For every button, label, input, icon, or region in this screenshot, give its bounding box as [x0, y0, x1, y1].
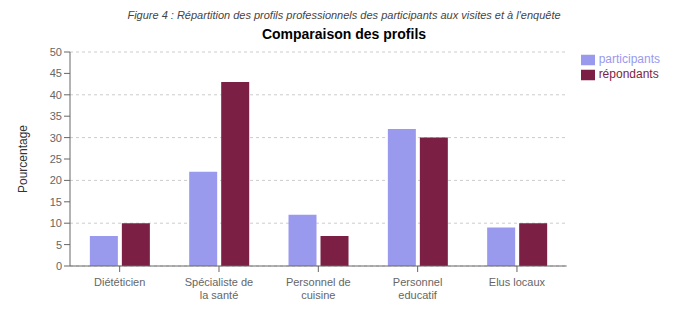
- svg-text:0: 0: [56, 260, 62, 272]
- svg-text:40: 40: [50, 89, 62, 101]
- svg-text:25: 25: [50, 153, 62, 165]
- svg-text:50: 50: [50, 46, 62, 58]
- svg-text:Pourcentage: Pourcentage: [16, 125, 30, 193]
- svg-text:Spécialiste dela santé: Spécialiste dela santé: [185, 276, 254, 301]
- svg-text:15: 15: [50, 196, 62, 208]
- svg-text:10: 10: [50, 217, 62, 229]
- html-text:Comparaison des profils: Comparaison des profils: [261, 26, 427, 42]
- html-text:participants: participants: [598, 52, 660, 66]
- html-text:répondants: répondants: [598, 66, 659, 81]
- svg-text:30: 30: [50, 132, 62, 144]
- svg-text:Personneleducatif: Personneleducatif: [393, 276, 443, 301]
- svg-text:5: 5: [56, 239, 62, 251]
- svg-text:35: 35: [50, 110, 62, 122]
- svg-text:Diététicien: Diététicien: [94, 276, 145, 288]
- svg-text:Personnel decuisine: Personnel decuisine: [286, 276, 351, 301]
- svg-text:20: 20: [50, 174, 62, 186]
- svg-text:45: 45: [50, 67, 62, 79]
- svg-text:Elus locaux: Elus locaux: [489, 276, 546, 288]
- html-text:Figure 4 : Répartition des pro: Figure 4 : Répartition des profils profe…: [127, 9, 561, 21]
